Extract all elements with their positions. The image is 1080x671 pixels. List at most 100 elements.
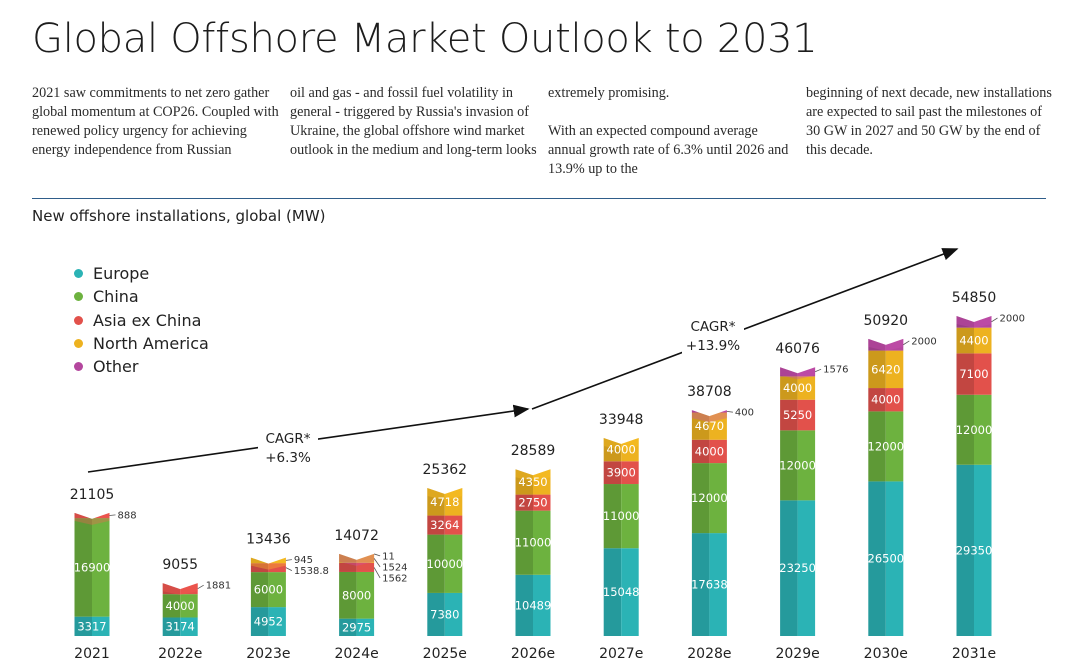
legend-item-asia-ex-china: Asia ex China bbox=[74, 309, 209, 332]
bar-cap-highlight bbox=[427, 488, 463, 501]
bar-segment-china bbox=[444, 534, 463, 593]
x-tick-label: 2028e bbox=[687, 646, 731, 662]
bar-segment-north-america bbox=[339, 553, 357, 563]
data-label-other: 1576 bbox=[823, 365, 848, 376]
x-tick-label: 2022e bbox=[158, 646, 202, 662]
bar-segment-asia-ex-china bbox=[621, 461, 639, 485]
data-label-europe: 3317 bbox=[77, 619, 106, 633]
bar-segment-north-america bbox=[427, 488, 445, 516]
bar-segment-other bbox=[974, 316, 992, 328]
cagr-arrow-2 bbox=[531, 248, 959, 410]
data-label-europe: 17638 bbox=[691, 578, 728, 592]
leader-line bbox=[197, 584, 204, 590]
bar-cap-highlight bbox=[339, 553, 375, 566]
data-label-asia-ex-china: 5250 bbox=[783, 408, 812, 422]
intro-text: 2021 saw commitments to net zero gather … bbox=[0, 84, 1080, 194]
bar-segment-asia-ex-china bbox=[780, 399, 798, 431]
divider bbox=[32, 198, 1046, 199]
total-label: 54850 bbox=[952, 290, 997, 306]
intro-column-2: oil and gas - and fossil fuel volatility… bbox=[290, 85, 537, 158]
bar-cap-notch bbox=[603, 437, 639, 444]
page-title: Global Offshore Market Outlook to 2031 bbox=[32, 16, 818, 62]
legend-label: North America bbox=[93, 334, 209, 354]
legend-item-europe: Europe bbox=[74, 262, 209, 285]
bar-segment-europe bbox=[268, 607, 286, 636]
total-label: 21105 bbox=[70, 487, 115, 503]
legend-item-north-america: North America bbox=[74, 332, 209, 355]
annotation-bg bbox=[258, 428, 318, 466]
data-label-europe: 7380 bbox=[430, 607, 459, 621]
leader-line bbox=[373, 558, 381, 568]
bar-cap-notch bbox=[691, 409, 727, 417]
data-label-other: 11 bbox=[382, 551, 395, 562]
bar-segment-china bbox=[250, 572, 269, 608]
bar-segment-north-america bbox=[444, 488, 463, 516]
bar-segment-china bbox=[533, 510, 551, 575]
bar-segment-china bbox=[180, 594, 198, 618]
data-label-europe: 15048 bbox=[603, 585, 640, 599]
total-label: 13436 bbox=[246, 532, 291, 548]
bar-segment-china bbox=[709, 463, 727, 534]
bar-cap-notch bbox=[162, 582, 198, 590]
legend-label: Other bbox=[93, 357, 139, 377]
bar-segment-china bbox=[956, 394, 974, 465]
bar-segment-asia-ex-china bbox=[533, 494, 551, 511]
bar-segment-europe bbox=[533, 574, 551, 636]
bar-segment-china bbox=[797, 430, 816, 501]
bar-segment-north-america bbox=[868, 350, 886, 389]
data-label-china: 12000 bbox=[779, 458, 816, 472]
bar-segment-china bbox=[885, 411, 904, 482]
data-label-north-america: 945 bbox=[294, 555, 313, 566]
bar-segment-europe bbox=[868, 481, 886, 636]
bar-cap-notch bbox=[956, 315, 992, 322]
data-label-north-america: 4000 bbox=[783, 381, 812, 395]
bar-segment-north-america bbox=[974, 327, 992, 354]
leader-line bbox=[373, 567, 381, 579]
bar-segment-asia-ex-china bbox=[868, 388, 886, 412]
data-label-china: 10000 bbox=[427, 557, 464, 571]
bar-segment-china bbox=[92, 518, 110, 617]
bar-segment-north-america bbox=[780, 376, 798, 400]
x-tick-label: 2029e bbox=[775, 646, 819, 662]
bar-segment-asia-ex-china bbox=[691, 439, 710, 464]
leader-line bbox=[285, 567, 293, 571]
x-tick-label: 2024e bbox=[334, 646, 378, 662]
bar-segment-europe bbox=[956, 464, 974, 636]
bar-segment-china bbox=[162, 594, 181, 618]
data-label-china: 8000 bbox=[342, 588, 371, 602]
bar-segment-other bbox=[780, 367, 798, 377]
bar-segment-europe bbox=[603, 548, 622, 636]
bar-segment-asia-ex-china bbox=[956, 353, 974, 395]
legend-label: Asia ex China bbox=[93, 310, 202, 330]
x-tick-label: 2026e bbox=[511, 646, 555, 662]
data-label-china: 16900 bbox=[74, 560, 111, 574]
data-label-china: 11000 bbox=[515, 536, 552, 550]
bar-segment-north-america bbox=[885, 350, 904, 389]
leader-line bbox=[991, 317, 998, 323]
leader-line bbox=[109, 514, 116, 516]
bar-cap-highlight bbox=[162, 583, 198, 596]
total-label: 38708 bbox=[687, 384, 732, 400]
legend-item-china: China bbox=[74, 285, 209, 308]
legend-swatch bbox=[74, 315, 83, 325]
chart-legend: Europe China Asia ex China North America… bbox=[74, 262, 209, 378]
bar-cap-highlight bbox=[780, 367, 816, 380]
bar-segment-north-america bbox=[709, 412, 727, 440]
total-label: 33948 bbox=[599, 412, 644, 428]
bar-segment-europe bbox=[444, 592, 463, 636]
bar-segment-north-america bbox=[691, 412, 710, 440]
bar-segment-asia-ex-china bbox=[444, 515, 463, 535]
x-tick-label: 2023e bbox=[246, 646, 290, 662]
legend-item-other: Other bbox=[74, 355, 209, 378]
intro-column-1: 2021 saw commitments to net zero gather … bbox=[32, 85, 279, 158]
data-label-china: 11000 bbox=[603, 509, 640, 523]
bar-segment-other bbox=[956, 316, 974, 328]
bar-segment-other bbox=[868, 338, 886, 351]
data-label-europe: 29350 bbox=[956, 543, 993, 557]
data-label-europe: 26500 bbox=[868, 552, 905, 566]
data-label-europe: 3174 bbox=[166, 620, 195, 634]
bar-segment-china bbox=[603, 484, 622, 549]
bar-segment-china bbox=[427, 534, 445, 593]
bar-segment-china bbox=[691, 463, 710, 534]
bar-cap-notch bbox=[868, 338, 904, 345]
